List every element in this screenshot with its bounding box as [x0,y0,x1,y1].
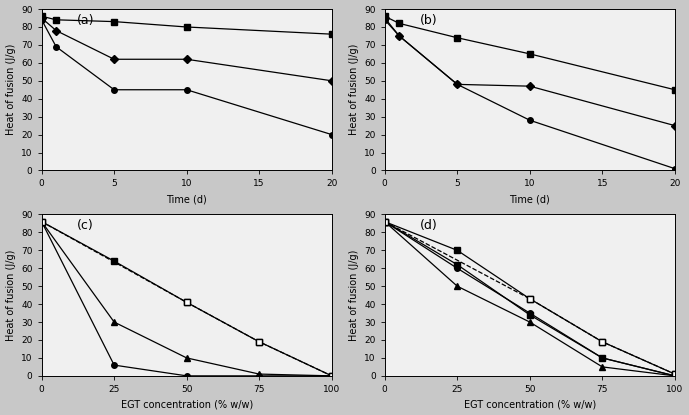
Y-axis label: Heat of fusion (J/g): Heat of fusion (J/g) [6,44,16,135]
X-axis label: Time (d): Time (d) [509,194,550,204]
X-axis label: EGT concentration (% w/w): EGT concentration (% w/w) [121,400,253,410]
Text: (d): (d) [420,219,438,232]
Text: (a): (a) [76,14,94,27]
Y-axis label: Heat of fusion (J/g): Heat of fusion (J/g) [349,44,359,135]
X-axis label: EGT concentration (% w/w): EGT concentration (% w/w) [464,400,596,410]
Text: (c): (c) [76,219,93,232]
Y-axis label: Heat of fusion (J/g): Heat of fusion (J/g) [349,249,359,341]
Text: (b): (b) [420,14,438,27]
X-axis label: Time (d): Time (d) [166,194,207,204]
Y-axis label: Heat of fusion (J/g): Heat of fusion (J/g) [6,249,16,341]
